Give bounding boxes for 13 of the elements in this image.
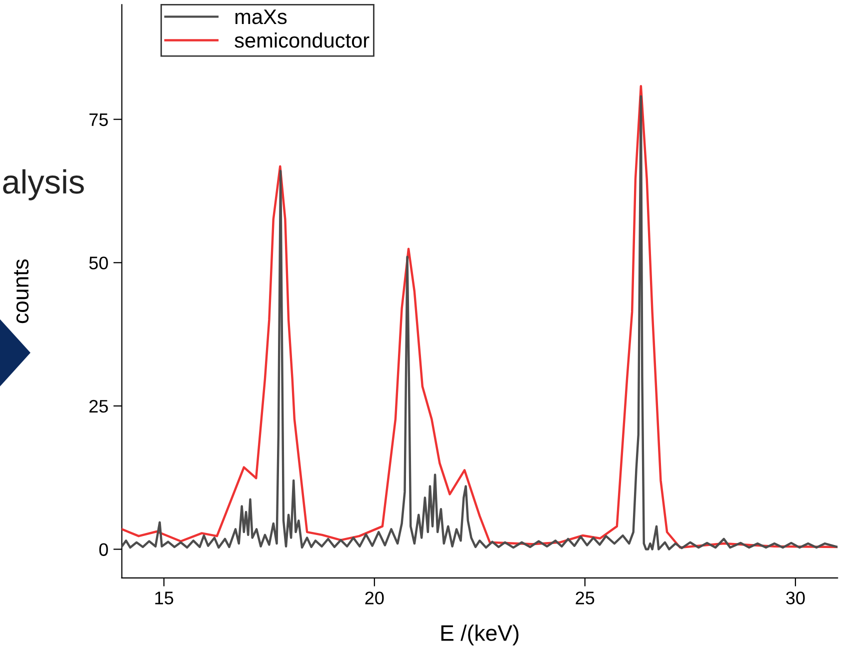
y-tick-label: 0 <box>99 543 108 556</box>
y-tick-label: 25 <box>89 400 108 413</box>
x-axis-title: E /(keV) <box>441 624 518 646</box>
y-tick-label: 50 <box>89 256 108 270</box>
legend-label: semiconductor <box>234 32 370 48</box>
x-tick-label: 15 <box>155 592 174 604</box>
y-tick-label: 75 <box>89 113 108 126</box>
text: alysis <box>3 169 84 200</box>
x-tick-label: 25 <box>576 592 594 604</box>
legend-label: maXs <box>235 10 287 24</box>
x-tick-label: 30 <box>786 592 805 604</box>
y-axis-title: counts <box>14 259 29 324</box>
x-tick-label: 20 <box>365 592 384 604</box>
